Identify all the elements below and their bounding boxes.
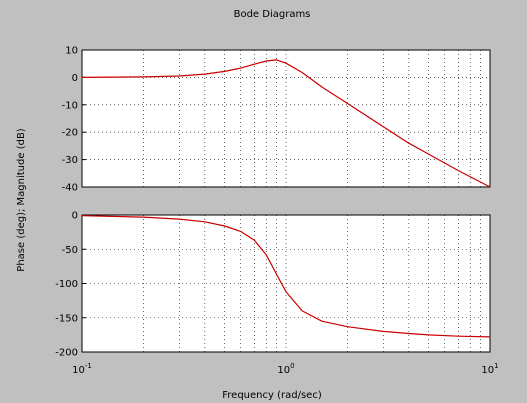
phase-y-tick-label: -50 [62, 245, 78, 256]
phase-y-tick-label: -100 [55, 279, 78, 290]
phase-grid [82, 215, 490, 352]
phase-line [81, 215, 491, 338]
phase-y-tick-label: -200 [55, 348, 78, 359]
phase-y-tick-label: 0 [72, 211, 78, 222]
magnitude-y-tick-label: -10 [62, 100, 78, 111]
magnitude-series [81, 59, 491, 188]
magnitude-line [81, 59, 491, 188]
magnitude-y-tick-label: 0 [72, 73, 78, 84]
x-tick-labels: 10-1 100 101 [72, 362, 498, 376]
magnitude-grid [82, 50, 490, 187]
magnitude-y-tick-label: -30 [62, 155, 78, 166]
x-axis-label: Frequency (rad/sec) [222, 390, 322, 401]
y-axis-label: Phase (deg); Magnitude (dB) [16, 128, 27, 272]
chart-title: Bode Diagrams [234, 9, 311, 20]
magnitude-y-tick-label: 10 [65, 46, 78, 57]
phase-series [81, 215, 491, 338]
magnitude-y-ticks: 10 0 -10 -20 -30 -40 [62, 46, 86, 194]
magnitude-y-tick-label: -40 [62, 183, 78, 194]
phase-y-ticks: 0 -50 -100 -150 -200 [55, 211, 86, 359]
x-tick-label: 101 [481, 362, 498, 376]
magnitude-subplot: 10 0 -10 -20 -30 -40 [62, 46, 491, 194]
x-tick-label: 100 [277, 362, 294, 376]
magnitude-y-tick-label: -20 [62, 128, 78, 139]
x-tick-label: 10-1 [72, 362, 92, 376]
phase-subplot: 0 -50 -100 -150 -200 [55, 211, 491, 359]
phase-y-tick-label: -150 [55, 313, 78, 324]
